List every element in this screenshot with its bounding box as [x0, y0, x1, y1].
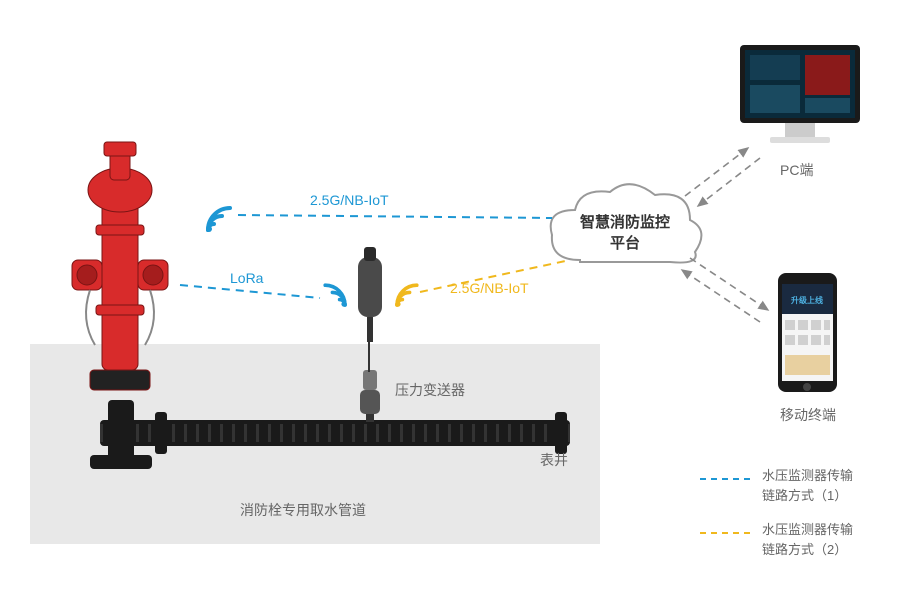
cloud-line1: 智慧消防监控 [580, 214, 670, 231]
pc-monitor-icon [735, 40, 865, 150]
pipe-flange-left [155, 412, 167, 454]
pressure-sensor-icon [355, 370, 385, 422]
wifi-transmitter-yellow-icon [388, 278, 424, 314]
legend1-line2: 链路方式（1） [762, 488, 847, 503]
cloud-platform-title: 智慧消防监控 平台 [560, 212, 690, 254]
pipe-foot [90, 455, 152, 469]
wifi-transmitter-blue-icon [318, 278, 354, 314]
mobile-label: 移动终端 [780, 405, 836, 425]
cloud-line2: 平台 [610, 235, 640, 252]
legend2-line2: 链路方式（2） [762, 542, 847, 557]
water-pipe-ribs [100, 424, 570, 442]
legend-text-2: 水压监测器传输 链路方式（2） [762, 520, 853, 559]
well-label: 表井 [540, 450, 568, 470]
legend2-line1: 水压监测器传输 [762, 522, 853, 537]
pipe-label: 消防栓专用取水管道 [240, 500, 366, 520]
mobile-phone-icon: 升级上线 [775, 270, 840, 395]
legend-dash-2 [700, 532, 750, 534]
legend1-line1: 水压监测器传输 [762, 468, 853, 483]
svg-text:升级上线: 升级上线 [791, 295, 823, 305]
fire-hydrant-icon [60, 130, 180, 410]
legend-dash-1 [700, 478, 750, 480]
pressure-transmitter-label: 压力变送器 [395, 380, 465, 400]
pc-label: PC端 [780, 160, 813, 180]
wifi-hydrant-blue-icon [198, 200, 238, 240]
sensor-cable [368, 340, 370, 372]
link-label-top: 2.5G/NB-IoT [310, 192, 389, 208]
pipe-flange-right [555, 412, 567, 454]
transmitter-device-icon [350, 247, 390, 342]
link-label-lora: LoRa [230, 270, 263, 286]
legend-text-1: 水压监测器传输 链路方式（1） [762, 466, 853, 505]
link-label-right: 2.5G/NB-IoT [450, 280, 529, 296]
